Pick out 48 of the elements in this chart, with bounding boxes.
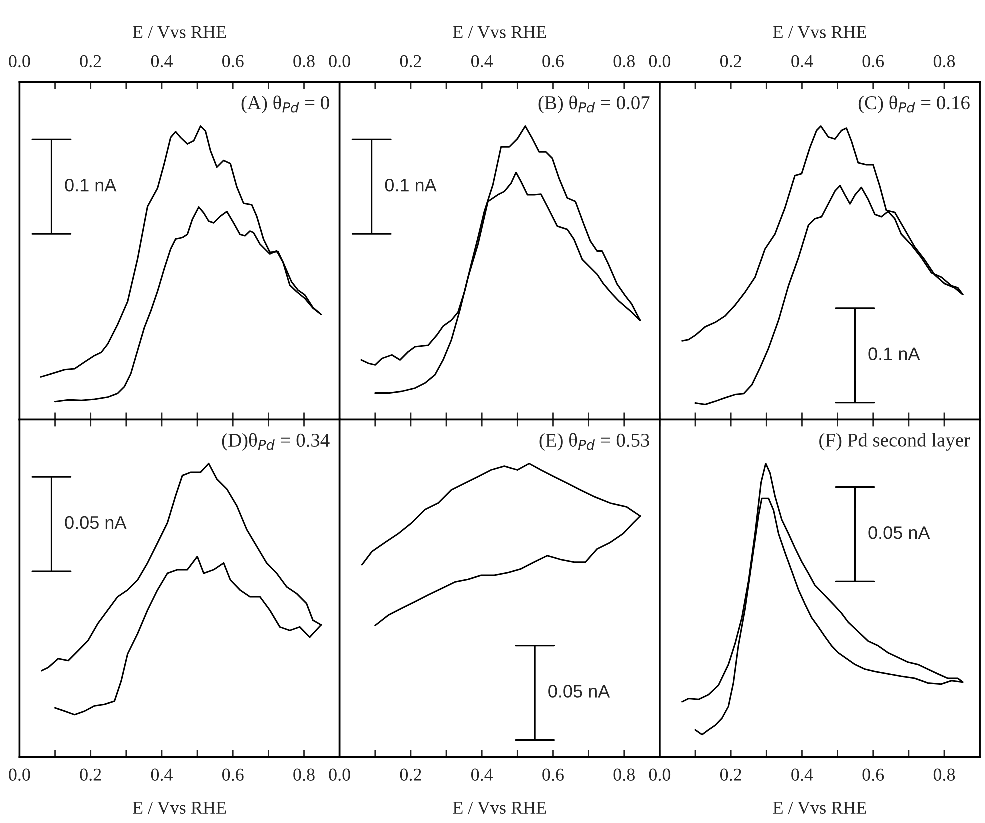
x-tick-label: 0.4 [472,768,494,782]
annotation: 0.1 nA [385,178,437,192]
x-tick-label: 0.6 [542,55,564,68]
x-tick-label: 0.6 [862,768,884,782]
x-tick-label: 0.0 [9,768,30,782]
x-tick-label: 0.2 [720,768,742,782]
x-tick-label: 0.2 [400,55,422,68]
x-tick-label: 0.4 [792,55,814,68]
x-tick-label: 0.6 [222,55,244,68]
x-axis-title: E / Vvs RHE [133,802,226,814]
annotation: 0.1 nA [868,348,920,360]
x-tick-label: 0.6 [542,768,564,782]
chart-title: (D)θ$_{Pd}$ = 0.34 [222,433,330,451]
chart-title: (C) θ$_{Pd}$ = 0.16 [858,96,970,114]
x-tick-label: 0.0 [329,768,350,782]
x-tick-label: 0.0 [649,768,671,782]
x-axis-title: E / Vvs RHE [453,802,546,814]
x-tick-label: 0.8 [934,55,956,68]
x-tick-label: 0.0 [9,55,30,68]
x-tick-label: 0.4 [472,55,494,68]
x-tick-label: 0.8 [294,55,315,68]
x-tick-label: 0.4 [151,55,173,68]
x-axis-title: E / Vvs RHE [773,802,866,814]
annotation: 0.1 nA [65,178,117,192]
x-tick-label: 0.8 [614,768,635,782]
annotation: 0.05 nA [548,685,610,698]
x-tick-label: 0.8 [934,768,956,782]
chart-title: (B) θ$_{Pd}$ = 0.07 [538,96,650,114]
x-tick-label: 0.2 [400,768,422,782]
x-axis-title: E / Vvs RHE [773,26,866,38]
x-axis-title: E / Vvs RHE [453,26,546,38]
annotation: 0.05 nA [65,516,127,530]
x-axis-title: E / Vvs RHE [133,26,226,38]
annotation: 0.05 nA [868,526,930,540]
x-tick-label: 0.8 [294,768,315,782]
x-tick-label: 0.6 [862,55,884,68]
x-tick-label: 0.2 [720,55,742,68]
x-tick-label: 0.6 [222,768,244,782]
x-tick-label: 0.0 [329,55,350,68]
chart-title: (F) Pd second layer [820,433,970,451]
x-tick-label: 0.8 [614,55,635,68]
x-tick-label: 0.2 [80,768,102,782]
x-tick-label: 0.2 [80,55,102,68]
x-tick-label: 0.4 [792,768,814,782]
chart-title: (A) θ$_{Pd}$ = 0 [242,96,330,114]
x-tick-label: 0.4 [151,768,173,782]
chart-title: (E) θ$_{Pd}$ = 0.53 [540,433,650,451]
x-tick-label: 0.0 [649,55,671,68]
